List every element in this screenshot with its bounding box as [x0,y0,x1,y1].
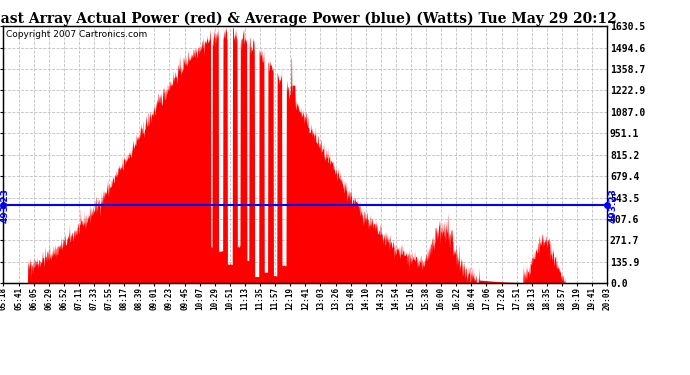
Text: 493.23: 493.23 [1,188,10,223]
Text: East Array Actual Power (red) & Average Power (blue) (Watts) Tue May 29 20:12: East Array Actual Power (red) & Average … [0,11,617,26]
Text: Copyright 2007 Cartronics.com: Copyright 2007 Cartronics.com [6,30,148,39]
Text: 493.23: 493.23 [609,188,618,223]
